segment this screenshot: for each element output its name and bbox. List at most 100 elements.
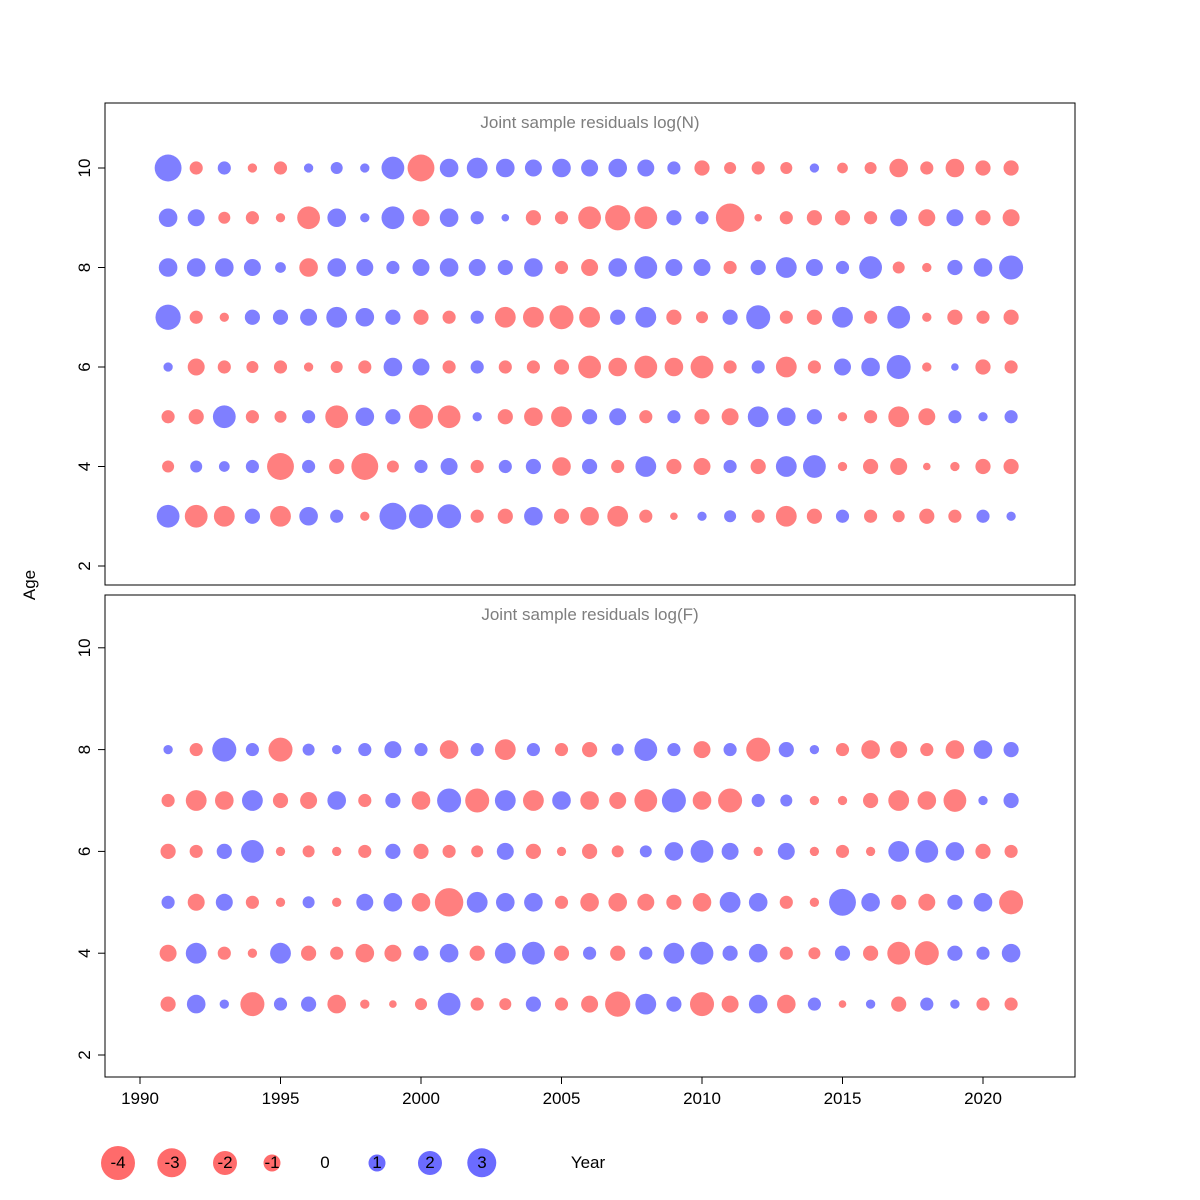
residual-bubble bbox=[273, 360, 288, 374]
residual-bubble bbox=[329, 458, 345, 475]
residual-bubble bbox=[524, 159, 542, 177]
residual-bubble bbox=[330, 509, 344, 523]
residual-bubble bbox=[976, 997, 990, 1011]
residual-bubble bbox=[272, 792, 289, 809]
residual-bubble bbox=[978, 412, 988, 422]
residual-bubble bbox=[863, 945, 879, 961]
residual-bubble bbox=[837, 461, 848, 472]
residual-bubble bbox=[693, 458, 711, 475]
residual-bubble bbox=[471, 845, 484, 858]
residual-bubble bbox=[303, 163, 314, 173]
residual-bubble bbox=[501, 213, 510, 222]
residual-bubble bbox=[864, 161, 877, 175]
residual-bubble bbox=[439, 158, 459, 178]
residual-bubble bbox=[495, 158, 515, 178]
residual-bubble bbox=[750, 259, 766, 276]
residual-bubble bbox=[779, 946, 793, 960]
residual-bubble bbox=[549, 305, 574, 330]
y-tick-label: 2 bbox=[75, 561, 94, 570]
legend-bubble-pos1 bbox=[368, 1154, 386, 1172]
residual-bubble bbox=[158, 208, 178, 228]
residual-bubble bbox=[187, 358, 205, 376]
residual-bubble bbox=[920, 997, 934, 1011]
residual-bubble bbox=[1004, 844, 1018, 858]
residual-bubble bbox=[297, 206, 320, 230]
residual-bubble bbox=[554, 260, 569, 275]
residual-bubble bbox=[580, 791, 599, 810]
residual-bubble bbox=[219, 999, 229, 1009]
residual-bubble bbox=[697, 511, 707, 521]
residual-bubble bbox=[723, 743, 737, 757]
residual-bubble bbox=[358, 743, 372, 757]
residual-bubble bbox=[639, 410, 653, 424]
residual-bubble bbox=[914, 941, 939, 966]
residual-bubble bbox=[525, 458, 542, 475]
y-axis-label: Age bbox=[20, 569, 39, 601]
residual-bubble bbox=[690, 355, 714, 379]
residual-bubble bbox=[809, 846, 820, 857]
residual-bubble bbox=[299, 258, 318, 277]
residual-bubble bbox=[522, 790, 544, 811]
residual-bubble bbox=[355, 943, 375, 963]
residual-bubble bbox=[582, 843, 598, 860]
residual-bubble bbox=[552, 791, 571, 810]
residual-bubble bbox=[553, 945, 570, 961]
residual-bubble bbox=[610, 309, 626, 325]
residual-bubble bbox=[434, 888, 464, 917]
residual-bubble bbox=[835, 844, 850, 858]
residual-bubble bbox=[274, 410, 287, 423]
residual-bubble bbox=[351, 453, 379, 480]
residual-bubble bbox=[835, 509, 850, 523]
residual-bubble bbox=[161, 410, 175, 424]
residual-bubble bbox=[525, 843, 542, 860]
residual-bubble bbox=[920, 161, 934, 175]
residual-bubble bbox=[186, 258, 206, 277]
residual-bubble bbox=[219, 312, 229, 322]
residual-bubble bbox=[381, 156, 405, 180]
residual-bubble bbox=[185, 790, 207, 811]
residual-bubble bbox=[579, 306, 601, 328]
residual-bubble bbox=[188, 409, 204, 425]
residual-bubble bbox=[838, 1000, 847, 1008]
residual-bubble bbox=[947, 259, 963, 276]
residual-bubble bbox=[694, 160, 710, 176]
residual-bubble bbox=[863, 458, 879, 475]
residual-bubble bbox=[891, 894, 907, 910]
legend-bubble-neg4 bbox=[101, 1146, 135, 1180]
residual-bubble bbox=[809, 163, 820, 173]
residual-bubble bbox=[275, 262, 286, 273]
residual-bubble bbox=[775, 356, 797, 378]
residual-bubble bbox=[1004, 360, 1018, 374]
residual-bubble bbox=[837, 795, 848, 806]
residual-bubble bbox=[580, 892, 599, 912]
residual-bubble bbox=[408, 404, 434, 429]
residual-bubble bbox=[634, 206, 658, 230]
residual-bubble bbox=[805, 259, 823, 276]
residual-bubble bbox=[747, 406, 769, 428]
x-tick-label: 2010 bbox=[683, 1089, 721, 1108]
residual-bubble bbox=[246, 360, 259, 374]
residual-bubble bbox=[385, 843, 401, 860]
residual-bubble bbox=[719, 891, 741, 913]
residual-bubble bbox=[581, 995, 599, 1013]
residual-bubble bbox=[807, 997, 821, 1011]
residual-bubble bbox=[947, 894, 963, 910]
residual-bubble bbox=[413, 309, 429, 325]
y-tick-label: 4 bbox=[75, 948, 94, 957]
residual-bubble bbox=[1004, 410, 1018, 424]
residual-bubble bbox=[497, 259, 513, 276]
residual-bubble bbox=[189, 310, 203, 324]
legend-bubble-neg1 bbox=[263, 1154, 281, 1172]
residual-bubble bbox=[611, 743, 624, 756]
residual-bubble bbox=[215, 893, 233, 911]
residual-bubble bbox=[777, 842, 795, 860]
residual-bubble bbox=[468, 259, 486, 276]
residual-bubble bbox=[360, 999, 370, 1009]
residual-bubble bbox=[608, 258, 628, 277]
residual-bubble bbox=[358, 844, 372, 858]
residual-bubble bbox=[666, 894, 682, 910]
residual-bubble bbox=[384, 944, 402, 962]
residual-bubble bbox=[412, 358, 430, 376]
residual-bubble bbox=[863, 792, 879, 809]
